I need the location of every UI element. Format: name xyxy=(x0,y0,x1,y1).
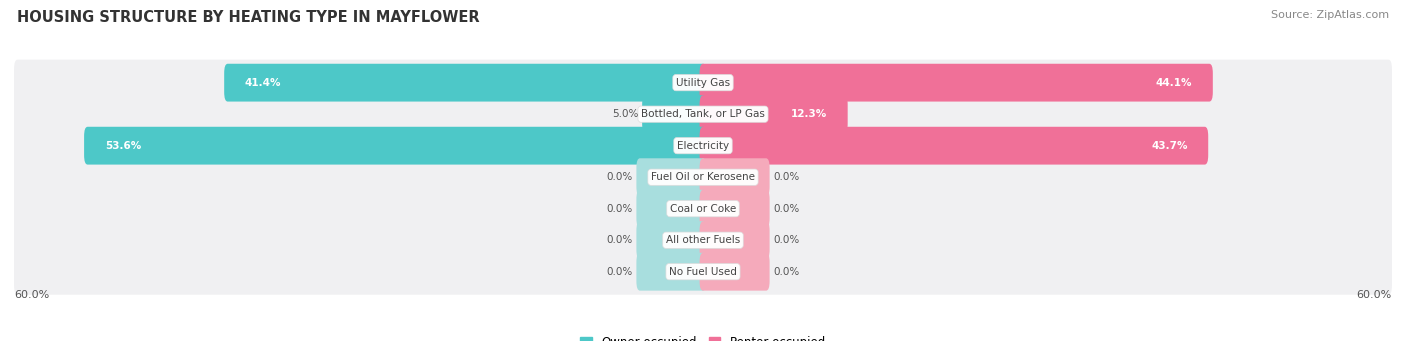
Text: 5.0%: 5.0% xyxy=(613,109,638,119)
Text: 0.0%: 0.0% xyxy=(773,204,799,214)
Text: 41.4%: 41.4% xyxy=(245,78,281,88)
Text: 60.0%: 60.0% xyxy=(14,290,49,300)
Text: 44.1%: 44.1% xyxy=(1156,78,1192,88)
FancyBboxPatch shape xyxy=(14,249,1392,295)
FancyBboxPatch shape xyxy=(224,64,706,102)
FancyBboxPatch shape xyxy=(637,221,706,259)
FancyBboxPatch shape xyxy=(700,190,769,227)
Text: 0.0%: 0.0% xyxy=(607,172,633,182)
FancyBboxPatch shape xyxy=(637,253,706,291)
Text: 12.3%: 12.3% xyxy=(790,109,827,119)
Text: All other Fuels: All other Fuels xyxy=(666,235,740,245)
FancyBboxPatch shape xyxy=(84,127,706,165)
FancyBboxPatch shape xyxy=(700,158,769,196)
Text: 0.0%: 0.0% xyxy=(607,204,633,214)
Text: Coal or Coke: Coal or Coke xyxy=(669,204,737,214)
Text: 60.0%: 60.0% xyxy=(1357,290,1392,300)
Text: 0.0%: 0.0% xyxy=(607,267,633,277)
FancyBboxPatch shape xyxy=(700,64,1213,102)
FancyBboxPatch shape xyxy=(700,95,848,133)
Text: HOUSING STRUCTURE BY HEATING TYPE IN MAYFLOWER: HOUSING STRUCTURE BY HEATING TYPE IN MAY… xyxy=(17,10,479,25)
Text: Utility Gas: Utility Gas xyxy=(676,78,730,88)
Text: Bottled, Tank, or LP Gas: Bottled, Tank, or LP Gas xyxy=(641,109,765,119)
FancyBboxPatch shape xyxy=(14,123,1392,169)
FancyBboxPatch shape xyxy=(14,186,1392,232)
Text: 0.0%: 0.0% xyxy=(773,267,799,277)
Text: 0.0%: 0.0% xyxy=(773,172,799,182)
Text: No Fuel Used: No Fuel Used xyxy=(669,267,737,277)
Text: Fuel Oil or Kerosene: Fuel Oil or Kerosene xyxy=(651,172,755,182)
FancyBboxPatch shape xyxy=(14,217,1392,263)
Text: 0.0%: 0.0% xyxy=(773,235,799,245)
Text: Source: ZipAtlas.com: Source: ZipAtlas.com xyxy=(1271,10,1389,20)
Text: Electricity: Electricity xyxy=(676,141,730,151)
FancyBboxPatch shape xyxy=(700,221,769,259)
FancyBboxPatch shape xyxy=(700,253,769,291)
FancyBboxPatch shape xyxy=(14,60,1392,106)
FancyBboxPatch shape xyxy=(14,154,1392,200)
Legend: Owner-occupied, Renter-occupied: Owner-occupied, Renter-occupied xyxy=(579,336,827,341)
FancyBboxPatch shape xyxy=(637,190,706,227)
FancyBboxPatch shape xyxy=(643,95,706,133)
FancyBboxPatch shape xyxy=(14,91,1392,137)
FancyBboxPatch shape xyxy=(700,127,1208,165)
Text: 0.0%: 0.0% xyxy=(607,235,633,245)
FancyBboxPatch shape xyxy=(637,158,706,196)
Text: 43.7%: 43.7% xyxy=(1152,141,1188,151)
Text: 53.6%: 53.6% xyxy=(105,141,141,151)
